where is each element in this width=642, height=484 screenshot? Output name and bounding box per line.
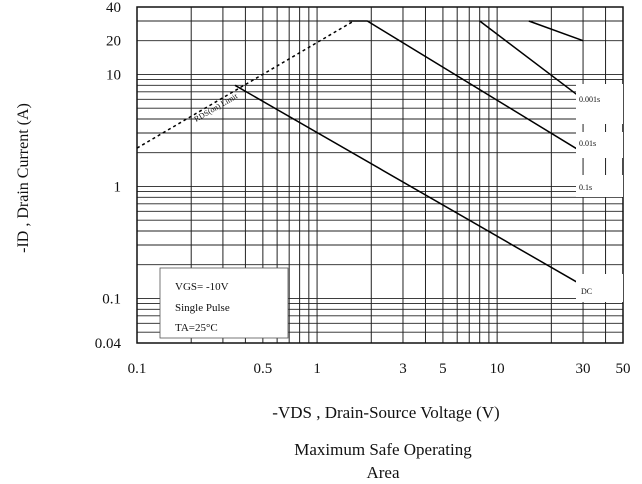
series-label-box-3 — [576, 175, 623, 197]
x-tick-label: 0.5 — [253, 361, 272, 377]
x-tick-label: 3 — [399, 361, 407, 377]
condition-pulse: Single Pulse — [175, 302, 230, 314]
series-label-dc: DC — [581, 287, 592, 296]
series-label-box-1 — [576, 84, 623, 124]
x-tick-label: 30 — [576, 361, 591, 377]
x-tick-label: 50 — [616, 361, 631, 377]
y-tick-label: 40 — [106, 0, 121, 16]
x-tick-labels: 0.1 0.5 1 3 5 10 30 50 — [128, 361, 631, 377]
y-tick-label: 1 — [114, 179, 122, 195]
condition-vgs: VGS= -10V — [175, 281, 229, 293]
conditions-box — [159, 267, 289, 339]
series-layer — [136, 20, 584, 287]
series-label-0.001s: 0.001s — [579, 95, 600, 104]
y-tick-label: 20 — [106, 34, 121, 50]
series-label-box-2 — [576, 132, 623, 158]
series-label-0.1s: 0.1s — [579, 183, 592, 192]
x-tick-label: 5 — [439, 361, 447, 377]
y-tick-label: 0.04 — [95, 336, 122, 352]
x-axis-label: -VDS , Drain-Source Voltage (V) — [272, 403, 499, 422]
series-line-dc — [234, 84, 584, 287]
chart-title-line-1: Maximum Safe Operating — [294, 440, 472, 459]
chart-title-line-2: Area — [366, 463, 399, 482]
grid-lines — [137, 7, 623, 343]
x-tick-label: 1 — [313, 361, 321, 377]
x-tick-label: 10 — [490, 361, 505, 377]
series-label-box-4 — [576, 274, 623, 302]
y-tick-label: 0.1 — [102, 291, 121, 307]
y-tick-labels: 0.04 0.1 1 10 20 40 — [95, 0, 122, 352]
series-line-0-001s — [528, 20, 584, 42]
condition-temp: TA=25°C — [175, 322, 218, 334]
y-axis-label: -ID , Drain Current (A) — [15, 103, 32, 253]
x-tick-label: 0.1 — [128, 361, 147, 377]
y-tick-label: 10 — [106, 67, 121, 83]
series-line-0-1s — [348, 20, 584, 154]
series-line-0-01s — [479, 20, 584, 100]
series-label-0.01s: 0.01s — [579, 139, 596, 148]
